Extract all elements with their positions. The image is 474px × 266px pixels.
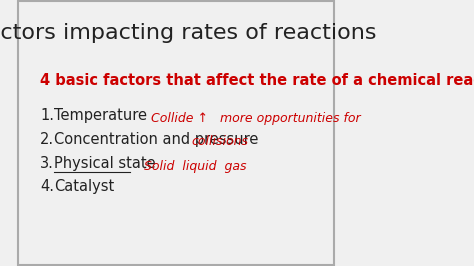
Text: 2.: 2. — [40, 132, 54, 147]
Text: Concentration and pressure: Concentration and pressure — [55, 132, 259, 147]
Text: Factors impacting rates of reactions: Factors impacting rates of reactions — [0, 23, 376, 43]
Text: 4.: 4. — [40, 180, 54, 194]
Text: collisions: collisions — [191, 135, 249, 148]
Text: Catalyst: Catalyst — [55, 180, 115, 194]
Text: 3.: 3. — [40, 156, 54, 171]
Text: Temperature: Temperature — [55, 108, 147, 123]
Text: 4 basic factors that affect the rate of a chemical reaction:: 4 basic factors that affect the rate of … — [40, 73, 474, 88]
Text: Physical state: Physical state — [55, 156, 156, 171]
Text: Collide ↑   more opportunities for: Collide ↑ more opportunities for — [151, 112, 360, 125]
FancyBboxPatch shape — [18, 1, 334, 265]
Text: Solid  liquid  gas: Solid liquid gas — [144, 160, 247, 173]
Text: 1.: 1. — [40, 108, 54, 123]
